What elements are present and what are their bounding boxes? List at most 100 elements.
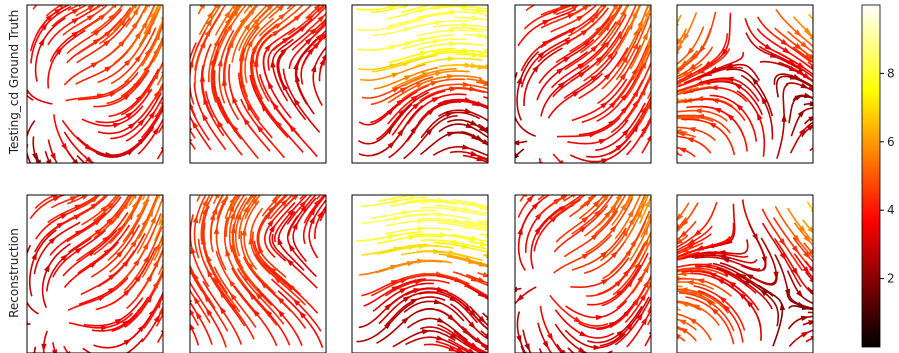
streamline-arrow (313, 5, 321, 11)
streamline-arrow (526, 195, 534, 203)
streamline-arrow (781, 113, 787, 122)
streamline-arrow (642, 31, 648, 41)
streamline-arrow (677, 319, 687, 326)
colorbar-tick-label: 2 (887, 272, 895, 286)
streamline-arrow (793, 234, 801, 243)
streamline-arrow (204, 293, 211, 303)
streamline-arrow (206, 17, 213, 27)
streamline-arrow (108, 13, 116, 21)
streamline-arrow (462, 206, 472, 212)
streamlines (27, 5, 163, 163)
streamline-arrow (45, 13, 54, 22)
streamline (807, 61, 813, 67)
streamline (27, 94, 34, 101)
streamline-arrow (288, 124, 296, 133)
panel-frame (676, 4, 814, 164)
streamline-arrow (638, 199, 645, 209)
streamline-arrow (516, 75, 522, 85)
streamline-arrow (241, 227, 247, 236)
streamline-arrow (462, 47, 471, 54)
streamline-arrow (78, 5, 82, 8)
streamline-arrow (145, 5, 151, 8)
streamline-arrow (640, 105, 647, 115)
streamline-arrow (464, 108, 473, 114)
panel-r0-c4 (676, 4, 814, 164)
streamline-arrow (549, 215, 558, 223)
streamline-arrow (86, 14, 96, 21)
streamline-arrow (201, 112, 208, 122)
streamline-arrow (155, 5, 162, 10)
streamline-arrow (780, 39, 789, 46)
streamline-arrow (688, 63, 697, 71)
streamline-arrow (677, 147, 687, 154)
streamline-arrow (800, 315, 810, 322)
streamline-arrow (484, 64, 488, 70)
streamline-arrow (436, 317, 446, 323)
streamline-arrow (435, 211, 445, 218)
streamline (155, 312, 163, 327)
streamline-arrow (593, 11, 601, 20)
streamline-arrow (431, 96, 441, 103)
streamline-arrow (199, 39, 206, 49)
streamline-arrow (253, 58, 259, 67)
streamline (519, 195, 526, 202)
streamline-arrow (515, 286, 517, 293)
streamline-arrow (91, 195, 100, 203)
streamline-arrow (300, 204, 308, 213)
streamline (538, 348, 543, 353)
streamlines (677, 199, 813, 347)
streamline-arrow (253, 17, 261, 25)
streamline-arrow (399, 287, 408, 294)
streamline (677, 308, 681, 311)
streamline-arrow (482, 272, 488, 278)
streamline-arrow (622, 268, 631, 277)
streamline-arrow (539, 5, 541, 6)
streamline-arrow (803, 27, 812, 35)
streamline-arrow (478, 261, 488, 267)
streamline-arrow (644, 9, 650, 18)
streamline (808, 86, 813, 91)
streamline-arrow (483, 34, 488, 40)
streamline-arrow (386, 107, 395, 116)
streamline-arrow (594, 209, 602, 217)
streamline-arrow (298, 310, 307, 319)
streamline-arrow (573, 316, 583, 323)
streamline-arrow (124, 9, 132, 19)
streamline (157, 195, 161, 199)
streamline-arrow (479, 241, 488, 247)
streamline (157, 211, 163, 226)
streamline-arrow (190, 59, 194, 68)
streamline-arrow (116, 249, 124, 258)
streamline-arrow (648, 280, 651, 285)
streamline-arrow (104, 65, 113, 73)
streamline-arrow (229, 210, 235, 220)
streamline-arrow (410, 125, 417, 134)
streamline (808, 13, 813, 21)
streamline (646, 316, 651, 326)
streamline-arrow (190, 138, 193, 143)
streamline-arrow (48, 236, 57, 245)
streamline-arrow (147, 208, 154, 217)
streamline-arrow (410, 298, 419, 305)
streamline (158, 305, 163, 314)
streamline-arrow (317, 14, 326, 23)
streamline-arrow (72, 158, 79, 163)
panel-frame (26, 194, 164, 353)
streamline-arrow (468, 321, 476, 330)
streamline-arrow (87, 249, 97, 257)
streamline (644, 332, 651, 347)
streamline-arrow (122, 93, 132, 101)
streamline-arrow (432, 38, 441, 45)
streamline-arrow (609, 224, 618, 233)
streamline-arrow (791, 245, 799, 254)
streamline-arrow (294, 73, 301, 83)
streamline-arrow (581, 252, 591, 260)
panel-r1-c2 (351, 194, 489, 353)
streamline-arrow (256, 124, 264, 133)
streamline (525, 5, 536, 12)
streamline-arrow (125, 111, 134, 119)
streamline-arrow (71, 8, 81, 15)
streamline (156, 147, 163, 160)
streamline-arrow (595, 314, 604, 321)
streamline-arrow (155, 299, 162, 309)
